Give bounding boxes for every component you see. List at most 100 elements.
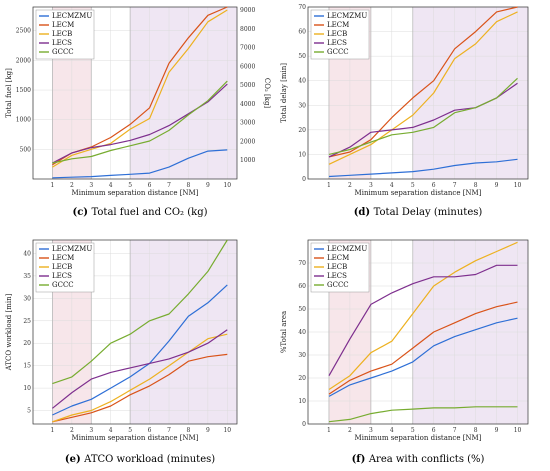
panel-caption-text: Total Delay (minutes)	[374, 207, 483, 218]
y-tick-label: 70	[298, 4, 306, 11]
x-tick-label: 9	[206, 182, 210, 189]
x-tick-label: 7	[453, 182, 457, 189]
x-tick-label: 8	[474, 182, 478, 189]
series-line-lecmzmu	[52, 284, 228, 416]
y-tick-label: 1500	[16, 87, 31, 94]
x-tick-label: 3	[369, 427, 373, 434]
y-tick-label: 30	[298, 352, 306, 359]
x-tick-label: 8	[187, 427, 191, 434]
y-tick-label: 35	[23, 273, 31, 280]
zone-band-purple	[130, 7, 237, 179]
series-line-gccc	[52, 239, 228, 385]
series-line-gccc	[328, 406, 518, 423]
y-tick-label: 0	[302, 421, 306, 428]
legend-entry: LECS	[52, 39, 72, 47]
legend-entry: LECS	[327, 272, 347, 280]
y-tick-label: 50	[298, 53, 306, 60]
panel-caption-text: Total fuel and CO₂ (kg)	[92, 207, 208, 218]
y-tick-label: 20	[298, 375, 306, 382]
x-tick-label: 1	[51, 182, 55, 189]
legend-entry: LECM	[52, 254, 74, 262]
x-tick-label: 8	[187, 182, 191, 189]
x-axis-label: Minimum separation distance [NM]	[72, 189, 199, 197]
x-tick-label: 3	[369, 182, 373, 189]
x-tick-label: 6	[148, 182, 152, 189]
x-tick-label: 4	[109, 182, 113, 189]
legend-entry: LECMZMU	[327, 12, 367, 20]
x-tick-label: 2	[70, 182, 74, 189]
x-axis-label: Minimum separation distance [NM]	[355, 189, 482, 197]
y-tick-label: 40	[298, 329, 306, 336]
y-tick-label: 25	[23, 318, 31, 325]
y-tick-label: 50	[298, 306, 306, 313]
panel-caption-text: Area with conflicts (%)	[368, 454, 485, 465]
x-tick-label: 2	[70, 427, 74, 434]
series-line-lecb	[52, 9, 228, 168]
y-axis-label: %Total area	[280, 311, 288, 353]
series-line-gccc	[328, 77, 518, 155]
series-line-gccc	[52, 80, 228, 164]
series-line-lecb	[52, 333, 228, 423]
legend-entry: LECS	[52, 272, 72, 280]
series-line-lecmzmu	[52, 149, 228, 179]
plot-frame	[307, 6, 529, 180]
x-tick-label: 3	[89, 182, 93, 189]
x-tick-label: 2	[348, 182, 352, 189]
plot-frame	[307, 239, 529, 425]
y-tick-label: 40	[23, 250, 31, 257]
y-tick-label: 40	[298, 78, 306, 85]
y2-tick-label: 3000	[240, 120, 255, 127]
legend-entry: GCCC	[327, 48, 349, 56]
legend-entry: LECM	[327, 21, 349, 29]
series-line-lecmzmu	[328, 317, 518, 397]
panel-letter: (f)	[352, 454, 369, 465]
panel-caption: (f) Area with conflicts (%)	[352, 454, 485, 465]
zone-band-purple	[412, 7, 528, 179]
x-tick-label: 5	[128, 182, 132, 189]
legend-entry: GCCC	[327, 281, 349, 289]
legend-entry: LECMZMU	[52, 245, 92, 253]
x-tick-label: 4	[109, 427, 113, 434]
legend-entry: GCCC	[52, 281, 74, 289]
x-tick-label: 9	[495, 182, 499, 189]
y-tick-label: 10	[298, 398, 306, 405]
y-tick-label: 2000	[16, 57, 31, 64]
y-tick-label: 500	[20, 146, 32, 153]
y-axis-label: Total fuel [kg]	[5, 68, 13, 118]
x-tick-label: 10	[514, 427, 522, 434]
chart-panel-2: 1 2 3 4 5 6 7 8 9 10 0 10 20 30 40 50 60 70 Minimum separa…	[280, 4, 529, 218]
legend-entry: LECMZMU	[327, 245, 367, 253]
panel-caption-text: ATCO workload (minutes)	[83, 454, 215, 465]
chart-panel-3: 1 2 3 4 5 6 7 8 9 10 5 10 15 20 25 30 35 40 Minimum separa…	[5, 239, 238, 465]
y2-tick-label: 9000	[240, 7, 255, 14]
series-line-lecs	[52, 329, 228, 409]
series-line-lecs	[328, 264, 518, 376]
panel-letter: (d)	[354, 207, 374, 218]
legend-entry: LECM	[52, 21, 74, 29]
x-tick-label: 7	[453, 427, 457, 434]
x-tick-label: 2	[348, 427, 352, 434]
y2-tick-label: 6000	[240, 63, 255, 70]
legend-entry: LECB	[327, 30, 347, 38]
plot-frame	[32, 239, 238, 425]
legend-entry: LECM	[327, 254, 349, 262]
x-tick-label: 5	[411, 427, 415, 434]
x-tick-label: 3	[89, 427, 93, 434]
panel-letter: (c)	[72, 207, 91, 218]
panel-letter: (e)	[65, 454, 84, 465]
y-tick-label: 2500	[16, 28, 31, 35]
y-axis-label: Total delay [min]	[280, 63, 288, 123]
x-tick-label: 1	[327, 182, 331, 189]
series-line-lecb	[328, 241, 518, 391]
y-tick-label: 1000	[16, 117, 31, 124]
y-tick-label: 70	[298, 260, 306, 267]
y-tick-label: 60	[298, 29, 306, 36]
y2-tick-label: 5000	[240, 82, 255, 89]
x-tick-label: 10	[514, 182, 522, 189]
x-tick-label: 4	[390, 427, 394, 434]
